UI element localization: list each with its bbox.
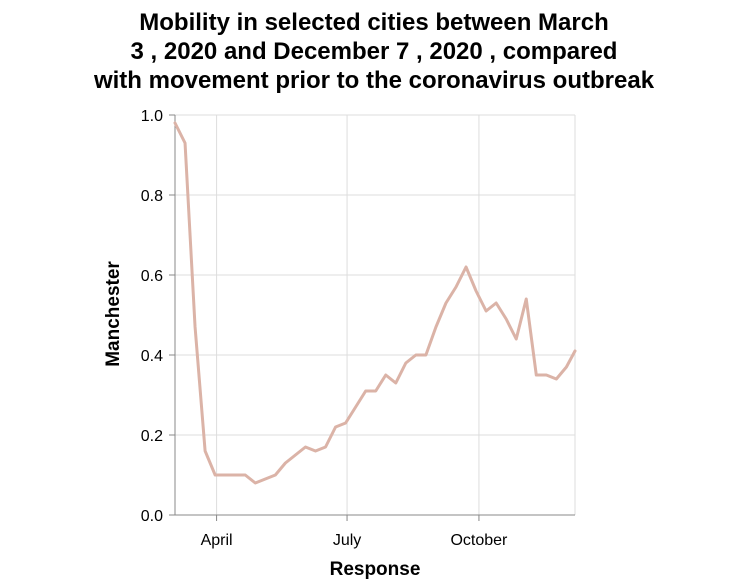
- x-tick-label: July: [333, 532, 361, 549]
- y-tick-label: 0.4: [141, 348, 163, 365]
- chart-title-line-3: with movement prior to the coronavirus o…: [93, 67, 655, 94]
- gridlines: [175, 114, 576, 516]
- y-axis-title: Manchester: [103, 261, 124, 367]
- axes: [169, 114, 575, 521]
- y-tick-label: 1.0: [141, 108, 163, 125]
- x-tick-label: October: [450, 532, 508, 549]
- series-line-manchester: [173, 121, 577, 485]
- x-axis-title: Response: [330, 559, 421, 580]
- y-tick-label: 0.2: [141, 428, 163, 445]
- series: [173, 121, 577, 485]
- chart-title-line-2: 3 , 2020 and December 7 , 2020 , compare…: [131, 38, 618, 65]
- chart-title: Mobility in selected cities between Marc…: [93, 9, 655, 94]
- y-tick-label: 0.8: [141, 188, 163, 205]
- y-tick-label: 0.6: [141, 268, 163, 285]
- y-tick-label: 0.0: [141, 508, 163, 525]
- chart-title-line-1: Mobility in selected cities between Marc…: [139, 9, 608, 36]
- x-tick-label: April: [201, 532, 233, 549]
- tick-labels: 0.0 0.2 0.4 0.6 0.8 1.0 April July October: [141, 108, 508, 549]
